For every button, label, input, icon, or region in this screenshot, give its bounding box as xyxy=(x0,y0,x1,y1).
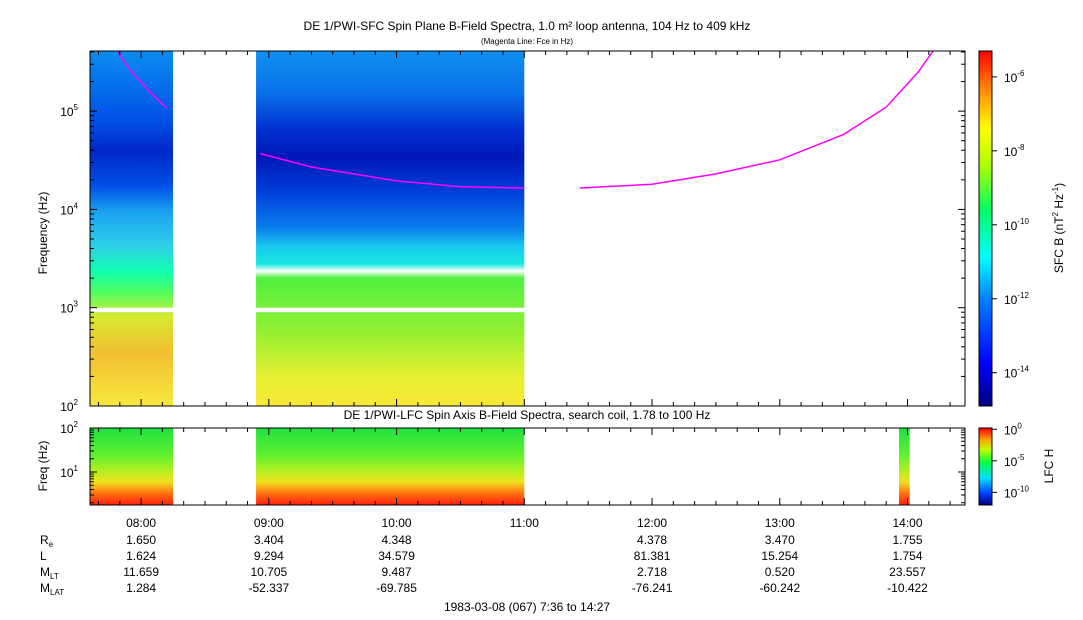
y-tick-label: 102 xyxy=(60,398,78,414)
sfc-y-axis: 102 103 104 105 xyxy=(60,51,965,414)
ephemeris-value: 11.659 xyxy=(123,565,159,579)
ephemeris-value: -69.785 xyxy=(376,581,417,595)
ephemeris-value: 3.470 xyxy=(765,533,795,547)
colorbar-tick-label: 10-10 xyxy=(1004,484,1029,500)
lfc-colorbar xyxy=(978,427,993,506)
sfc-colorbar xyxy=(978,50,993,407)
sfc-data-block xyxy=(256,51,525,406)
x-tick-label: 13:00 xyxy=(765,516,795,530)
sfc-colorbar-axis: 10-14 10-12 10-10 10-8 10-6 xyxy=(992,69,1029,381)
ephemeris-value: -52.337 xyxy=(248,581,289,595)
ephemeris-row-label: MLT xyxy=(40,565,59,581)
ephemeris-value: 4.378 xyxy=(637,533,667,547)
y-tick-label: 102 xyxy=(60,420,78,436)
lfc-y-label: Freq (Hz) xyxy=(36,441,50,492)
ephemeris-value: 81.381 xyxy=(634,549,671,563)
sfc-spectrogram xyxy=(90,51,525,406)
colorbar-tick-label: 10-5 xyxy=(1004,453,1025,469)
sfc-colorbar-label: SFC B (nT2 Hz-1) xyxy=(1051,183,1066,273)
x-tick-label: 14:00 xyxy=(893,516,923,530)
ephemeris-value: -60.242 xyxy=(759,581,800,595)
ephemeris-row-label: Re xyxy=(40,533,54,549)
ephemeris-value: 1.650 xyxy=(126,533,156,547)
x-tick-label: 08:00 xyxy=(126,516,156,530)
ephemeris-value: 34.579 xyxy=(378,549,415,563)
fce-line xyxy=(579,51,934,189)
ephemeris-value: 15.254 xyxy=(761,549,798,563)
ephemeris-value: 3.404 xyxy=(254,533,284,547)
ephemeris-row-label: L xyxy=(40,549,47,563)
x-tick-label: 12:00 xyxy=(637,516,667,530)
lfc-data-block xyxy=(256,428,525,505)
lfc-data-block xyxy=(90,428,174,505)
fce-line xyxy=(117,51,168,109)
lfc-colorbar-label: LFC H xyxy=(1042,449,1056,484)
ephemeris-value: 1.754 xyxy=(893,549,923,563)
y-tick-label: 103 xyxy=(60,300,78,316)
y-tick-label: 104 xyxy=(60,201,78,217)
ephemeris-row-label: MLAT xyxy=(40,581,64,597)
colorbar-tick-label: 10-8 xyxy=(1004,143,1025,159)
ephemeris-table: Re 1.650 3.404 4.348 4.378 3.470 1.755 L 1.624 9.… xyxy=(40,533,928,597)
sfc-plot-frame xyxy=(89,50,966,407)
ephemeris-value: 9.294 xyxy=(254,549,284,563)
lfc-data-block xyxy=(899,428,910,505)
ephemeris-value: -10.422 xyxy=(887,581,928,595)
lfc-title: DE 1/PWI-LFC Spin Axis B-Field Spectra, … xyxy=(344,408,711,422)
colorbar-tick-label: 10-10 xyxy=(1004,217,1029,233)
footer-date: 1983-03-08 (067) 7:36 to 14:27 xyxy=(444,600,610,614)
ephemeris-value: 1.624 xyxy=(126,549,156,563)
x-tick-label: 11:00 xyxy=(510,516,539,530)
y-tick-label: 101 xyxy=(60,464,78,480)
lfc-plot-frame xyxy=(89,427,966,506)
ephemeris-value: 10.705 xyxy=(250,565,287,579)
lfc-spectrogram xyxy=(90,428,910,505)
y-tick-label: 105 xyxy=(60,103,78,119)
ephemeris-value: 1.755 xyxy=(893,533,923,547)
sfc-title: DE 1/PWI-SFC Spin Plane B-Field Spectra,… xyxy=(304,19,751,33)
ephemeris-value: -76.241 xyxy=(632,581,673,595)
ephemeris-value: 1.284 xyxy=(126,581,156,595)
x-tick-label: 10:00 xyxy=(382,516,412,530)
colorbar-tick-label: 10-12 xyxy=(1004,291,1029,307)
ephemeris-value: 4.348 xyxy=(382,533,412,547)
colorbar-tick-label: 10-14 xyxy=(1004,365,1029,381)
ephemeris-value: 0.520 xyxy=(765,565,795,579)
x-tick-label: 09:00 xyxy=(254,516,284,530)
lfc-colorbar-axis: 10-10 10-5 100 xyxy=(992,421,1029,500)
time-axis: 08:00 09:00 10:00 11:00 12:00 13:00 14:00 xyxy=(98,51,951,530)
sfc-band-gap xyxy=(256,307,525,313)
sfc-y-label: Frequency (Hz) xyxy=(36,192,50,275)
colorbar-tick-label: 100 xyxy=(1004,421,1022,437)
sfc-subtitle: (Magenta Line: Fce in Hz) xyxy=(481,37,573,46)
ephemeris-value: 23.557 xyxy=(889,565,926,579)
fce-line xyxy=(260,152,525,189)
colorbar-tick-label: 10-6 xyxy=(1004,69,1025,85)
ephemeris-value: 9.487 xyxy=(382,565,412,579)
lfc-y-axis: 101 102 xyxy=(60,420,965,504)
ephemeris-value: 2.718 xyxy=(637,565,667,579)
sfc-data-block xyxy=(90,51,174,406)
fce-line-group xyxy=(117,51,934,189)
sfc-band-gap xyxy=(90,307,174,313)
